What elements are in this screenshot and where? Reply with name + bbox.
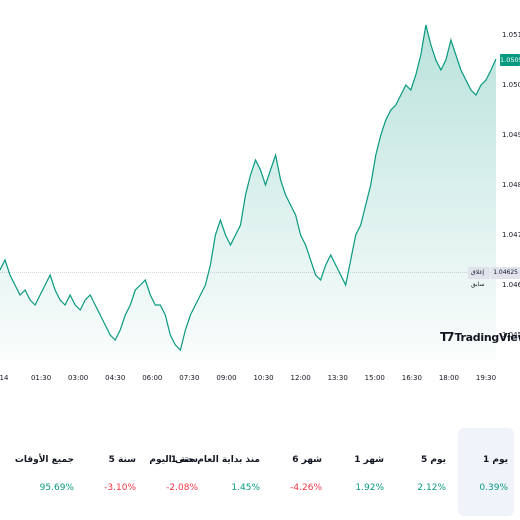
x-tick-label: 15:00 — [364, 374, 385, 382]
period-label: 5 سنة — [108, 455, 136, 465]
previous-close-value: 1.04625 — [491, 267, 520, 279]
period-change-value: 0.39% — [479, 483, 508, 493]
price-chart-plot[interactable] — [0, 0, 520, 390]
tradingview-logo-text: TradingView — [454, 330, 520, 344]
period-change-value: -2.08% — [166, 483, 198, 493]
period-change-value: -4.26% — [290, 483, 322, 493]
y-tick-label: 1.04800 — [502, 180, 520, 189]
x-tick-label: 14 — [0, 374, 9, 382]
period-change-value: 2.12% — [417, 483, 446, 493]
period-label: 1 سنة — [170, 455, 198, 465]
y-tick-label: 1.05000 — [502, 80, 520, 89]
price-line — [0, 24, 497, 352]
period-label: 5 يوم — [420, 455, 446, 465]
x-tick-label: 13:30 — [327, 374, 348, 382]
period-tab[interactable]: جميع الأوقات 95.69% — [15, 428, 80, 516]
x-tick-label: 01:30 — [30, 374, 52, 382]
price-chart[interactable]: 1.05100 1.05000 1.04900 1.04800 1.04700 1.046… — [0, 0, 520, 390]
y-tick-label: 1.04600 — [502, 280, 520, 289]
previous-close-label: إغلاق سابق — [468, 267, 491, 288]
tradingview-logo[interactable]: T7 TradingView — [440, 330, 520, 344]
x-tick-label: 04:30 — [105, 374, 126, 382]
period-tab[interactable]: 1 شهر 1.92% — [334, 428, 390, 516]
current-price-badge: 1.05052 — [500, 54, 520, 66]
period-label: جميع الأوقات — [14, 455, 74, 465]
period-change-value: 1.45% — [231, 483, 260, 493]
y-tick-label: 1.04700 — [502, 230, 520, 239]
period-tab[interactable]: 5 يوم 2.12% — [396, 428, 452, 516]
period-change-value: -3.10% — [104, 483, 136, 493]
x-tick-label: 03:00 — [68, 374, 89, 382]
period-tab[interactable]: 6 شهر -4.26% — [272, 428, 328, 516]
price-area-fill — [0, 25, 496, 360]
tradingview-logo-icon: T7 — [440, 330, 454, 344]
x-tick-label: 09:00 — [216, 374, 237, 382]
x-tick-label: 19:30 — [475, 374, 497, 382]
period-label: منذ بداية العام حتى اليوم — [149, 455, 260, 465]
x-tick-label: 12:00 — [290, 374, 311, 382]
y-tick-label: 1.04900 — [502, 130, 520, 139]
performance-periods: 1 يوم 0.39% 5 يوم 2.12% 1 شهر 1.92% 6 شهر -4.26… — [0, 428, 520, 518]
period-label: 1 يوم — [482, 455, 508, 465]
x-tick-label: 06:00 — [142, 374, 163, 382]
x-tick-label: 10:30 — [253, 374, 274, 382]
x-tick-label: 16:30 — [401, 374, 422, 382]
x-tick-label: 18:00 — [438, 374, 460, 382]
previous-close-badge: إغلاق سابق 1.04625 — [468, 267, 520, 288]
y-tick-label: 1.05100 — [502, 30, 520, 39]
x-tick-label: 07:30 — [179, 374, 200, 382]
period-tab[interactable]: 5 سنة -3.10% — [86, 428, 142, 516]
period-tab[interactable]: 1 سنة -2.08% — [148, 428, 204, 516]
period-tab[interactable]: 1 يوم 0.39% — [458, 428, 514, 516]
period-label: 6 شهر — [292, 455, 322, 465]
period-tab[interactable]: منذ بداية العام حتى اليوم 1.45% — [149, 428, 266, 516]
period-label: 1 شهر — [354, 455, 384, 465]
period-change-value: 1.92% — [355, 483, 384, 493]
y-tick-label: 1.04500 — [502, 330, 520, 339]
period-change-value: 95.69% — [39, 483, 74, 493]
